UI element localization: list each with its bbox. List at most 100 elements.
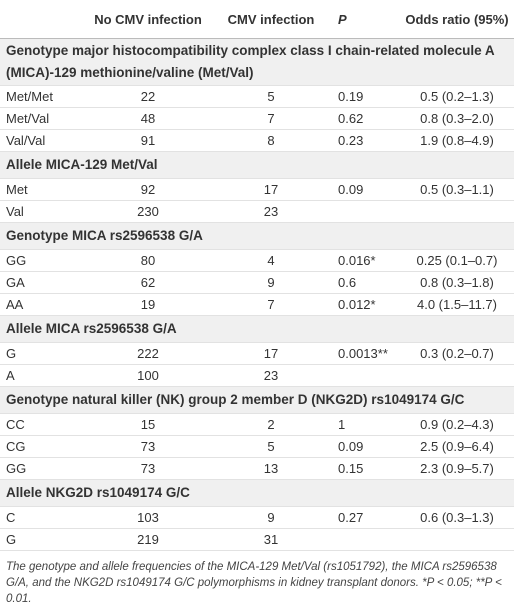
data-row: Met 92 17 0.09 0.5 (0.3–1.1) bbox=[0, 178, 514, 201]
section-title: Genotype major histocompatibility comple… bbox=[0, 38, 514, 86]
cell: C bbox=[0, 506, 84, 529]
data-table: No CMV infection CMV infection P Odds ratio… bbox=[0, 0, 514, 551]
cell: G bbox=[0, 342, 84, 365]
data-row: GG 80 4 0.016* 0.25 (0.1–0.7) bbox=[0, 249, 514, 272]
cell: 23 bbox=[212, 364, 330, 387]
cell: AA bbox=[0, 293, 84, 316]
section-row: Genotype MICA rs2596538 G/A bbox=[0, 222, 514, 250]
data-row: C 103 9 0.27 0.6 (0.3–1.3) bbox=[0, 506, 514, 529]
data-row: Met/Met 22 5 0.19 0.5 (0.2–1.3) bbox=[0, 85, 514, 108]
cell: 4 bbox=[212, 249, 330, 272]
section-title: Allele MICA-129 Met/Val bbox=[0, 151, 514, 179]
cell: CC bbox=[0, 413, 84, 436]
section-row: Allele MICA-129 Met/Val bbox=[0, 151, 514, 179]
cell: 0.23 bbox=[330, 129, 400, 152]
cell: 0.09 bbox=[330, 178, 400, 201]
cell: 0.19 bbox=[330, 85, 400, 108]
cell: 22 bbox=[84, 85, 212, 108]
cell bbox=[400, 364, 514, 387]
cell: 7 bbox=[212, 293, 330, 316]
cell: 13 bbox=[212, 457, 330, 480]
cell bbox=[400, 200, 514, 223]
section-row: Genotype major histocompatibility comple… bbox=[0, 38, 514, 86]
cell: GA bbox=[0, 271, 84, 294]
cell: 5 bbox=[212, 435, 330, 458]
section-row: Allele MICA rs2596538 G/A bbox=[0, 315, 514, 343]
column-header: CMV infection bbox=[212, 0, 330, 39]
cell: 73 bbox=[84, 457, 212, 480]
header-row: No CMV infection CMV infection P Odds ratio… bbox=[0, 0, 514, 39]
cell: CG bbox=[0, 435, 84, 458]
cell: 0.09 bbox=[330, 435, 400, 458]
data-row: Met/Val 48 7 0.62 0.8 (0.3–2.0) bbox=[0, 107, 514, 130]
section-row: Genotype natural killer (NK) group 2 mem… bbox=[0, 386, 514, 414]
cell: 0.6 (0.3–1.3) bbox=[400, 506, 514, 529]
cell: 73 bbox=[84, 435, 212, 458]
data-row: CG 73 5 0.09 2.5 (0.9–6.4) bbox=[0, 435, 514, 458]
cell: 0.15 bbox=[330, 457, 400, 480]
column-header: No CMV infection bbox=[84, 0, 212, 39]
cell: 0.016* bbox=[330, 249, 400, 272]
cell: 2.3 (0.9–5.7) bbox=[400, 457, 514, 480]
cell: 0.5 (0.3–1.1) bbox=[400, 178, 514, 201]
cell: 1 bbox=[330, 413, 400, 436]
cell: 4.0 (1.5–11.7) bbox=[400, 293, 514, 316]
cell bbox=[330, 364, 400, 387]
cell: 48 bbox=[84, 107, 212, 130]
cell: 9 bbox=[212, 506, 330, 529]
cell: 0.8 (0.3–2.0) bbox=[400, 107, 514, 130]
section-title: Allele NKG2D rs1049174 G/C bbox=[0, 479, 514, 507]
cell: 1.9 (0.8–4.9) bbox=[400, 129, 514, 152]
cell: 0.27 bbox=[330, 506, 400, 529]
cell: 7 bbox=[212, 107, 330, 130]
cell: 230 bbox=[84, 200, 212, 223]
cell bbox=[330, 200, 400, 223]
cell: 0.5 (0.2–1.3) bbox=[400, 85, 514, 108]
cell: 0.9 (0.2–4.3) bbox=[400, 413, 514, 436]
cell: 0.25 (0.1–0.7) bbox=[400, 249, 514, 272]
cell: 0.3 (0.2–0.7) bbox=[400, 342, 514, 365]
cell: 9 bbox=[212, 271, 330, 294]
data-row: Val/Val 91 8 0.23 1.9 (0.8–4.9) bbox=[0, 129, 514, 152]
cell: 17 bbox=[212, 342, 330, 365]
data-row: G 222 17 0.0013** 0.3 (0.2–0.7) bbox=[0, 342, 514, 365]
cell: GG bbox=[0, 249, 84, 272]
footnote: The genotype and allele frequencies of t… bbox=[6, 561, 502, 605]
cell: Met/Met bbox=[0, 85, 84, 108]
data-row: GG 73 13 0.15 2.3 (0.9–5.7) bbox=[0, 457, 514, 480]
cell: 0.8 (0.3–1.8) bbox=[400, 271, 514, 294]
section-row: Allele NKG2D rs1049174 G/C bbox=[0, 479, 514, 507]
cell: 0.62 bbox=[330, 107, 400, 130]
cell: 2 bbox=[212, 413, 330, 436]
cell: 23 bbox=[212, 200, 330, 223]
cell: 100 bbox=[84, 364, 212, 387]
cell: 15 bbox=[84, 413, 212, 436]
column-header bbox=[0, 0, 84, 39]
data-row: AA 19 7 0.012* 4.0 (1.5–11.7) bbox=[0, 293, 514, 316]
cell: 62 bbox=[84, 271, 212, 294]
cell: Met/Val bbox=[0, 107, 84, 130]
column-header: Odds ratio (95%) bbox=[400, 0, 514, 39]
data-row: CC 15 2 1 0.9 (0.2–4.3) bbox=[0, 413, 514, 436]
data-row: Val 230 23 bbox=[0, 200, 514, 223]
cell: 8 bbox=[212, 129, 330, 152]
section-title: Genotype MICA rs2596538 G/A bbox=[0, 222, 514, 250]
cell: 2.5 (0.9–6.4) bbox=[400, 435, 514, 458]
data-row: G 219 31 bbox=[0, 528, 514, 551]
data-row: GA 62 9 0.6 0.8 (0.3–1.8) bbox=[0, 271, 514, 294]
cell: 31 bbox=[212, 528, 330, 551]
cell: 0.012* bbox=[330, 293, 400, 316]
section-title: Genotype natural killer (NK) group 2 mem… bbox=[0, 386, 514, 414]
section-title: Allele MICA rs2596538 G/A bbox=[0, 315, 514, 343]
cell: 17 bbox=[212, 178, 330, 201]
cell: 0.0013** bbox=[330, 342, 400, 365]
cell: Val bbox=[0, 200, 84, 223]
cell bbox=[330, 528, 400, 551]
cell: 80 bbox=[84, 249, 212, 272]
cell: A bbox=[0, 364, 84, 387]
cell: GG bbox=[0, 457, 84, 480]
cell: 5 bbox=[212, 85, 330, 108]
cell: 0.6 bbox=[330, 271, 400, 294]
cell: Met bbox=[0, 178, 84, 201]
